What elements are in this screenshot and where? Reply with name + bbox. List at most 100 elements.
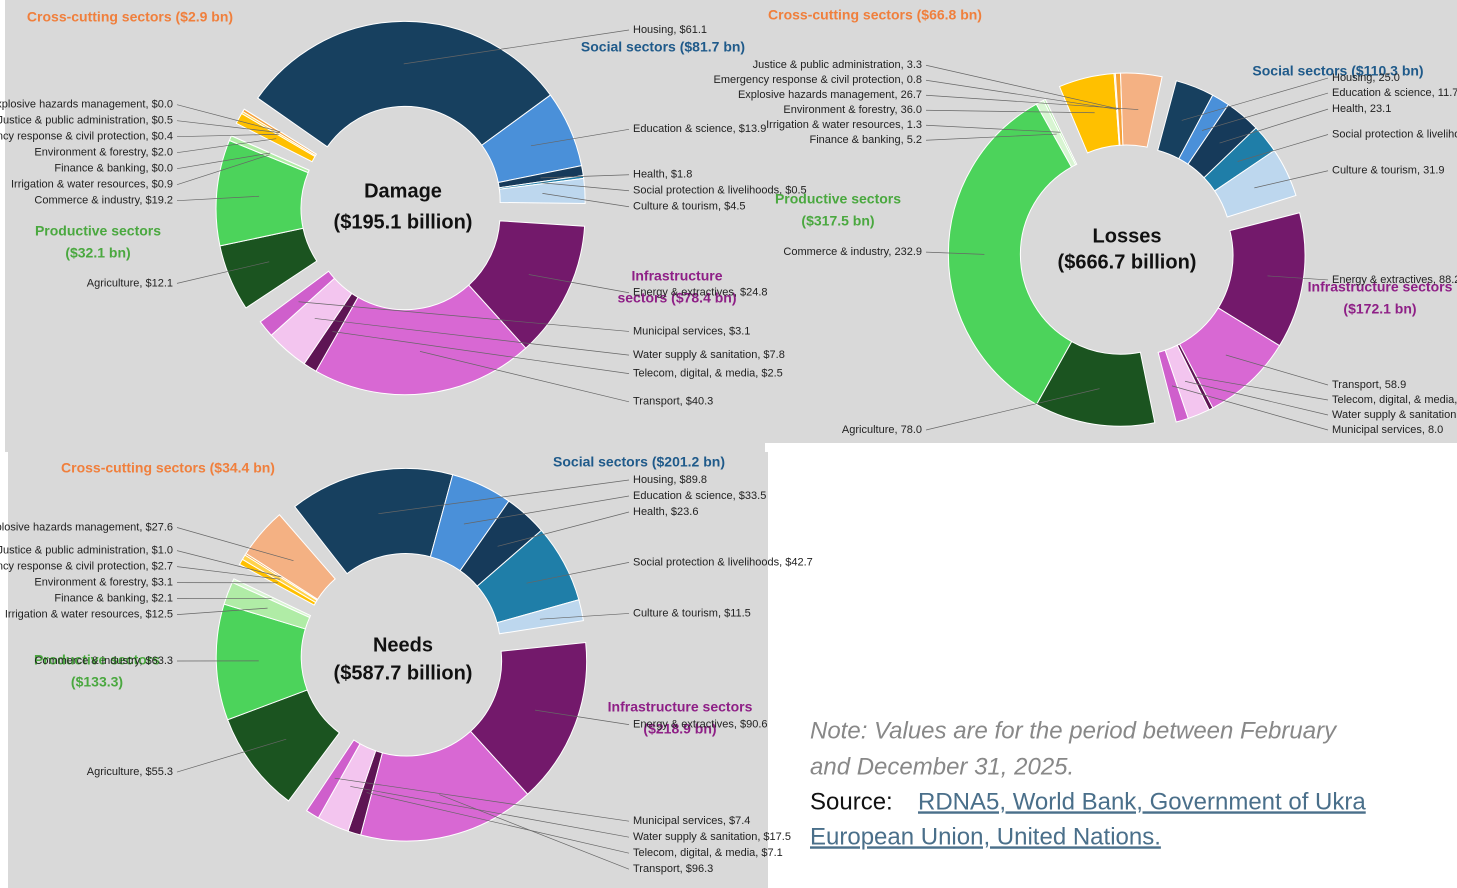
leader-line bbox=[366, 792, 630, 854]
slice-label: Emergency response & civil protection, $… bbox=[0, 561, 173, 573]
slice-label: Energy & extractives, 88.2 bbox=[1332, 274, 1457, 286]
group-heading: Social sectors ($201.2 bn) bbox=[553, 454, 725, 470]
note: Note: Values are for the period between … bbox=[810, 717, 1338, 744]
slice-label: Education & science, 11.7 bbox=[1332, 87, 1457, 99]
slice-label: Health, $1.8 bbox=[633, 169, 692, 181]
group-heading: Infrastructure sectors bbox=[1308, 279, 1453, 295]
leader-line bbox=[925, 388, 1100, 431]
donut-slice bbox=[947, 103, 1073, 406]
donut-slice bbox=[259, 270, 336, 336]
group-heading: ($32.1 bn) bbox=[65, 245, 130, 261]
source-link[interactable]: European Union, United Nations. bbox=[810, 823, 1161, 850]
leader-line bbox=[439, 794, 630, 870]
leader-line bbox=[334, 777, 630, 822]
slice-label: Water supply & sanitation, $7.8 bbox=[633, 349, 785, 361]
slice-label: Commerce & industry, $19.2 bbox=[34, 195, 173, 207]
slice-label: Agriculture, 78.0 bbox=[842, 424, 922, 436]
leader-line bbox=[1237, 134, 1329, 162]
slice-label: Irrigation & water resources, 1.3 bbox=[766, 119, 922, 131]
leader-line bbox=[1201, 92, 1329, 131]
slice-label: Water supply & sanitation, $17.5 bbox=[633, 831, 791, 843]
slice-label: Social protection & livelihoods, $42.7 bbox=[633, 556, 813, 568]
leader-line bbox=[176, 154, 270, 185]
leader-line bbox=[534, 709, 630, 725]
donut-slice bbox=[243, 108, 317, 155]
slice-label: Finance & banking, 5.2 bbox=[809, 134, 922, 146]
donut-slice bbox=[305, 739, 361, 819]
group-heading: Infrastructure sectors bbox=[608, 699, 753, 715]
leader-line bbox=[350, 786, 630, 838]
group-heading: Social sectors ($81.7 bn) bbox=[581, 39, 745, 55]
slice-label: Housing, 25.0 bbox=[1332, 72, 1400, 84]
leader-line bbox=[528, 274, 630, 294]
slice-label: Health, 23.1 bbox=[1332, 103, 1391, 115]
slice-label: Explosive hazards management, 26.7 bbox=[738, 89, 922, 101]
center-title: Damage bbox=[364, 180, 442, 202]
leader-line bbox=[298, 301, 630, 332]
group-heading: Productive sectors bbox=[34, 652, 160, 668]
slice-label: Explosive hazards management, $0.0 bbox=[0, 99, 173, 111]
source-link[interactable]: RDNA5, World Bank, Government of Ukra bbox=[918, 788, 1366, 815]
slice-label: Explosive hazards management, $27.6 bbox=[0, 521, 173, 533]
slice-label: Transport, $40.3 bbox=[633, 396, 713, 408]
group-heading: Productive sectors bbox=[775, 191, 901, 207]
slice-label: Culture & tourism, $4.5 bbox=[633, 201, 746, 213]
slice-label: Transport, $96.3 bbox=[633, 863, 713, 875]
slice-label: Housing, $61.1 bbox=[633, 24, 707, 36]
donut-slice bbox=[315, 284, 527, 396]
slice-label: Commerce & industry, 232.9 bbox=[783, 246, 922, 258]
slice-label: Finance & banking, $2.1 bbox=[54, 593, 173, 605]
group-heading: ($172.1 bn) bbox=[1343, 301, 1416, 317]
slice-label: Agriculture, $12.1 bbox=[87, 277, 173, 289]
leader-line bbox=[526, 562, 630, 584]
leader-line bbox=[542, 193, 630, 208]
leader-line bbox=[176, 550, 282, 578]
leader-line bbox=[1219, 108, 1329, 144]
slice-label: Culture & tourism, 31.9 bbox=[1332, 165, 1445, 177]
group-heading: sectors ($78.4 bn) bbox=[617, 290, 736, 306]
group-heading: Social sectors ($110.3 bn) bbox=[1252, 63, 1423, 79]
slice-label: Irrigation & water resources, $12.5 bbox=[5, 609, 173, 621]
leader-line bbox=[1194, 376, 1329, 401]
slice-label: Social protection & livelihoods, $0.5 bbox=[633, 185, 807, 197]
group-heading: ($133.3) bbox=[71, 674, 123, 690]
leader-line bbox=[419, 351, 630, 403]
slice-label: Environment & forestry, $2.0 bbox=[34, 147, 173, 159]
slice-label: Agriculture, $55.3 bbox=[87, 766, 173, 778]
leader-line bbox=[176, 104, 281, 133]
group-heading: Infrastructure bbox=[631, 268, 722, 284]
slice-label: Health, $23.6 bbox=[633, 506, 698, 518]
leader-line bbox=[1181, 77, 1329, 121]
slice-label: Energy & extractives, $24.8 bbox=[633, 287, 768, 299]
slice-label: Municipal services, $3.1 bbox=[633, 325, 750, 337]
leader-line bbox=[925, 251, 985, 255]
slice-label: Irrigation & water resources, $0.9 bbox=[11, 179, 173, 191]
leader-line bbox=[176, 738, 287, 773]
slice-label: Energy & extractives, $90.6 bbox=[633, 719, 768, 731]
slice-label: Telecom, digital, & media, 2.7 bbox=[1332, 394, 1457, 406]
leader-line bbox=[176, 138, 277, 154]
source-label: Source: bbox=[810, 788, 893, 815]
slice-label: Telecom, digital, & media, $7.1 bbox=[633, 847, 783, 859]
group-heading: Productive sectors bbox=[35, 223, 161, 239]
center-title: Losses bbox=[1093, 225, 1162, 247]
group-heading: Cross-cutting sectors ($66.8 bn) bbox=[768, 7, 982, 23]
leader-line bbox=[925, 124, 1061, 133]
leader-line bbox=[1254, 170, 1329, 189]
leader-line bbox=[925, 94, 1139, 110]
leader-line bbox=[176, 527, 294, 562]
slice-label: Culture & tourism, $11.5 bbox=[633, 607, 751, 619]
center-subtitle: ($195.1 billion) bbox=[334, 211, 473, 233]
leader-line bbox=[925, 64, 1120, 110]
slice-label: Telecom, digital, & media, $2.5 bbox=[633, 368, 783, 380]
leader-line bbox=[925, 133, 1057, 141]
donut-slice bbox=[231, 578, 312, 619]
leader-line bbox=[378, 479, 630, 515]
donut-slice bbox=[360, 730, 529, 842]
donut-slice bbox=[1120, 72, 1163, 148]
group-heading: Cross-cutting sectors ($34.4 bn) bbox=[61, 460, 275, 476]
leader-line bbox=[176, 152, 271, 170]
leader-line bbox=[541, 182, 630, 192]
leader-line bbox=[403, 29, 630, 65]
group-heading: ($218.9 bn) bbox=[643, 721, 716, 737]
